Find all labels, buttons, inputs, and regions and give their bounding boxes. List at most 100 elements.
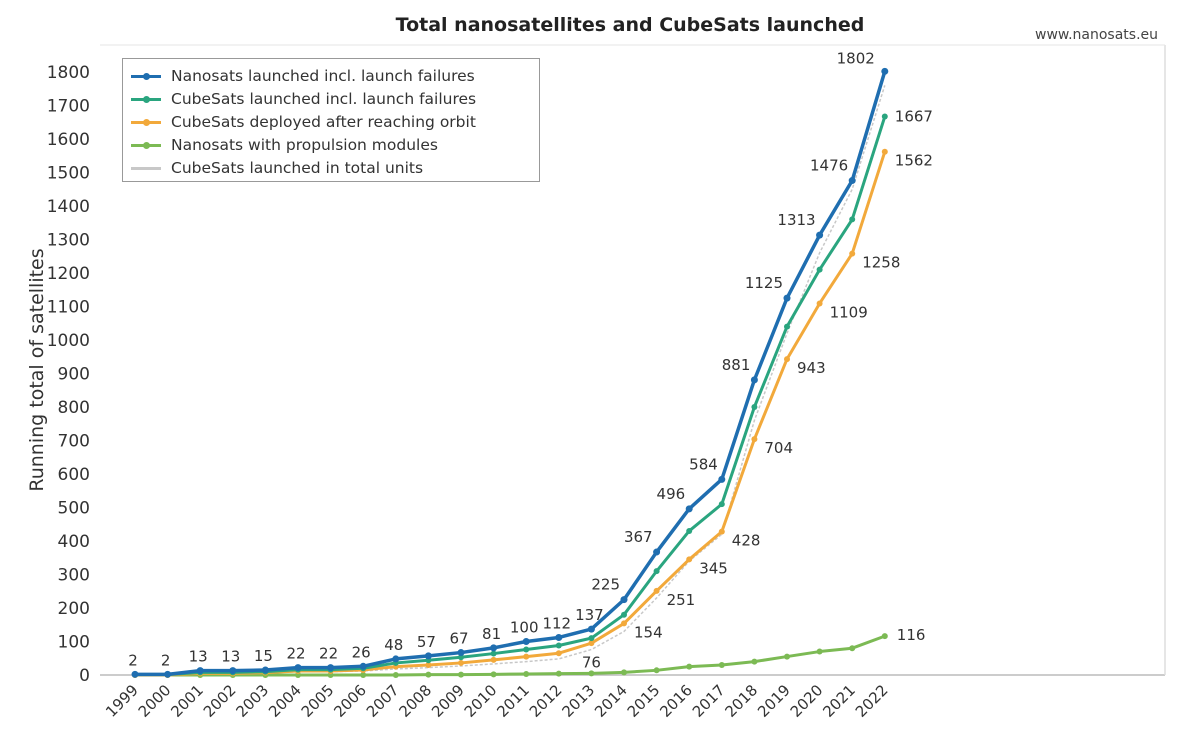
legend-label: CubeSats deployed after reaching orbit <box>171 112 476 131</box>
legend-item: Nanosats with propulsion modules <box>131 133 531 156</box>
data-point <box>816 300 823 307</box>
y-tick-label: 300 <box>58 566 90 586</box>
x-tick-label: 2007 <box>363 681 403 721</box>
data-point <box>849 216 856 223</box>
data-label: 251 <box>667 591 696 609</box>
data-point <box>425 671 432 678</box>
data-point <box>229 667 237 675</box>
data-label: 2 <box>128 651 138 669</box>
y-tick-label: 1000 <box>47 331 90 351</box>
data-label: 1125 <box>745 274 783 292</box>
data-point <box>653 667 660 674</box>
data-point <box>164 670 172 678</box>
y-tick-label: 1200 <box>47 264 90 284</box>
data-point <box>359 662 367 670</box>
data-label: 26 <box>352 643 371 661</box>
y-tick-label: 800 <box>58 398 90 418</box>
data-point <box>751 658 758 665</box>
x-tick-label: 2013 <box>558 681 598 721</box>
data-point <box>881 633 888 640</box>
x-tick-label: 2017 <box>689 681 729 721</box>
data-point <box>849 645 856 652</box>
y-tick-label: 100 <box>58 633 90 653</box>
data-point <box>490 650 497 657</box>
x-tick-label: 2006 <box>330 681 370 721</box>
x-tick-label: 2011 <box>493 681 533 721</box>
legend-item: CubeSats launched in total units <box>131 156 531 179</box>
data-label: 496 <box>657 485 686 503</box>
y-tick-label: 1600 <box>47 130 90 150</box>
legend-swatch <box>131 93 161 105</box>
x-tick-label: 2003 <box>232 681 272 721</box>
data-point <box>490 644 498 652</box>
x-tick-label: 2016 <box>656 681 696 721</box>
x-tick-label: 2021 <box>819 681 859 721</box>
legend-swatch <box>131 139 161 151</box>
data-point <box>816 266 823 273</box>
data-point <box>784 323 790 330</box>
data-label: 13 <box>221 648 240 666</box>
data-label: 881 <box>722 356 751 374</box>
data-point <box>490 671 497 678</box>
data-point <box>425 661 432 668</box>
data-point <box>555 670 562 677</box>
data-point <box>555 642 562 649</box>
x-tick-label: 2018 <box>721 681 761 721</box>
data-point <box>881 148 888 155</box>
data-point <box>131 670 139 678</box>
x-tick-label: 2000 <box>135 681 175 721</box>
y-tick-label: 1400 <box>47 197 90 217</box>
x-tick-label: 2010 <box>461 681 501 721</box>
series-line <box>135 85 886 676</box>
source-label: www.nanosats.eu <box>1035 27 1158 43</box>
series-line <box>135 70 887 677</box>
data-point <box>522 638 530 645</box>
legend-item: CubeSats deployed after reaching orbit <box>131 110 531 133</box>
data-point <box>685 505 693 513</box>
data-point <box>555 633 563 641</box>
x-tick-label: 2005 <box>298 681 338 721</box>
data-point <box>523 670 530 677</box>
data-label: 345 <box>699 559 728 577</box>
y-tick-label: 1500 <box>47 164 90 184</box>
x-tick-label: 2020 <box>787 681 827 721</box>
data-label: 1562 <box>895 152 933 170</box>
y-tick-label: 1800 <box>47 63 90 83</box>
data-point <box>458 659 464 666</box>
series-line <box>135 151 887 677</box>
data-label: 116 <box>897 626 926 644</box>
data-label: 1313 <box>777 211 815 229</box>
data-label: 154 <box>634 623 663 641</box>
data-point <box>718 528 725 535</box>
y-tick-label: 1700 <box>47 97 90 117</box>
data-label: 48 <box>384 636 403 654</box>
data-label: 22 <box>319 645 338 663</box>
y-tick-label: 900 <box>58 365 90 385</box>
data-label: 584 <box>689 455 718 473</box>
data-point <box>294 664 302 672</box>
x-tick-label: 2022 <box>852 681 892 721</box>
legend-label: CubeSats launched in total units <box>171 158 424 177</box>
data-point <box>653 548 661 556</box>
data-point <box>784 356 790 363</box>
data-point <box>424 652 432 660</box>
x-tick-label: 2009 <box>428 681 468 721</box>
legend-label: Nanosats with propulsion modules <box>171 135 438 154</box>
data-point <box>457 649 465 657</box>
data-label: 57 <box>417 633 436 651</box>
legend-label: CubeSats launched incl. launch failures <box>171 89 477 108</box>
x-tick-label: 2019 <box>754 681 794 721</box>
data-point <box>653 587 660 594</box>
data-label: 1667 <box>895 108 933 126</box>
data-label: 225 <box>591 576 620 594</box>
x-tick-label: 2002 <box>200 681 240 721</box>
chart-title: Total nanosatellites and CubeSats launch… <box>395 14 865 36</box>
data-point <box>751 436 758 443</box>
y-tick-label: 400 <box>58 532 90 552</box>
series-line <box>135 634 886 677</box>
data-label: 22 <box>286 645 305 663</box>
data-point <box>750 376 758 384</box>
x-tick-label: 2015 <box>624 681 664 721</box>
data-point <box>848 177 856 185</box>
